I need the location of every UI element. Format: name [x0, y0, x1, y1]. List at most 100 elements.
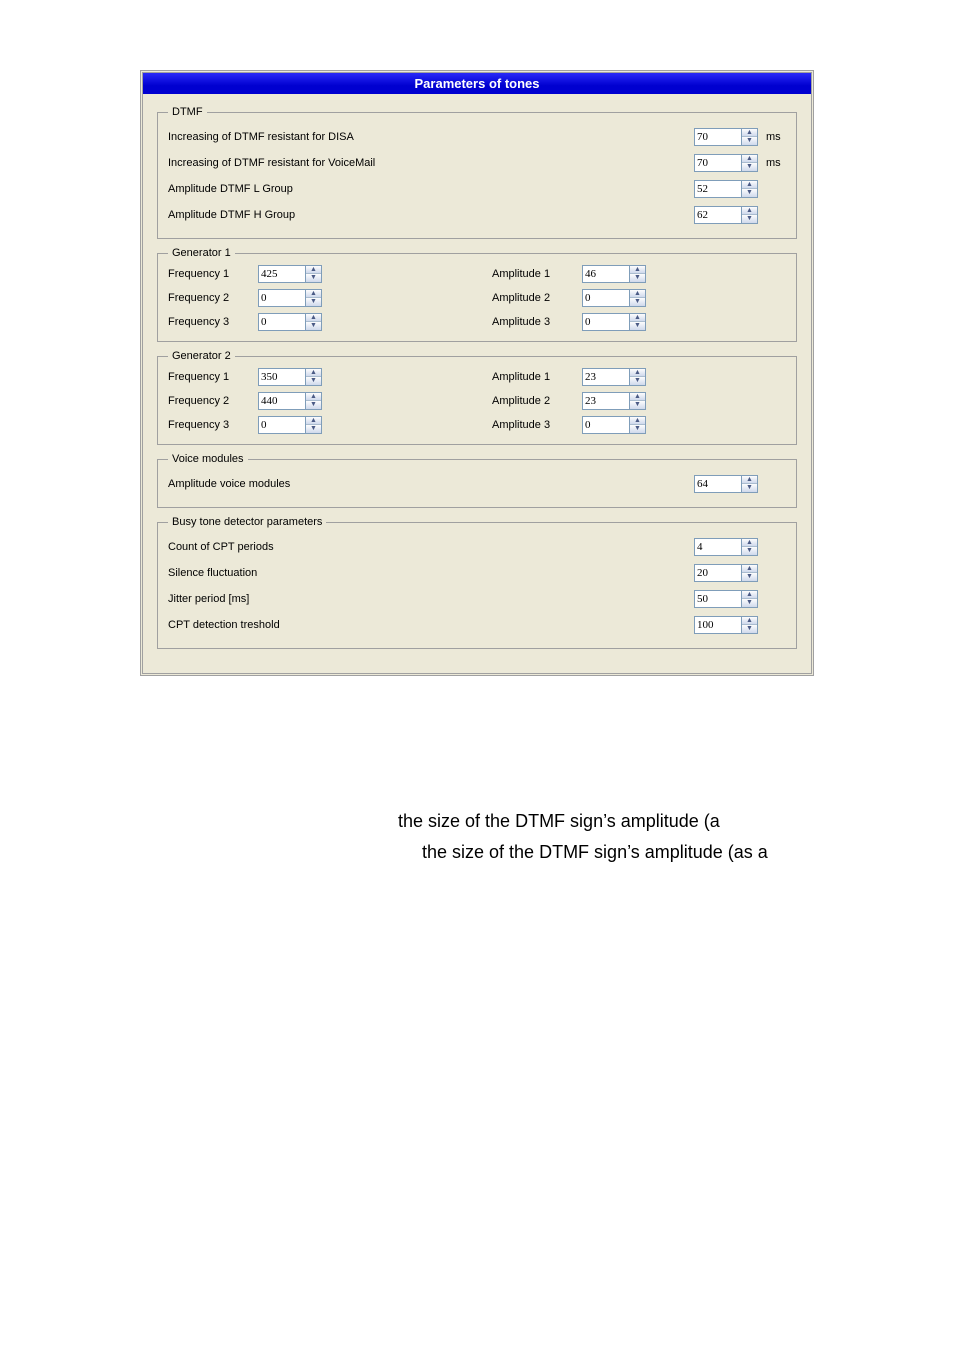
dtmf-vm-input[interactable]	[694, 154, 742, 172]
busy-silence-label: Silence fluctuation	[168, 567, 257, 579]
dtmf-h-down[interactable]: ▼	[742, 215, 757, 223]
dtmf-h-input[interactable]	[694, 206, 742, 224]
voice-group: Voice modules Amplitude voice modules ▲▼	[157, 453, 797, 508]
gen2-a3-label: Amplitude 3	[492, 419, 582, 431]
busy-cpt-label: Count of CPT periods	[168, 541, 274, 553]
gen2-a3-down[interactable]: ▼	[630, 425, 645, 433]
gen1-f3-down[interactable]: ▼	[306, 322, 321, 330]
gen2-legend: Generator 2	[168, 350, 235, 362]
gen1-f3-label: Frequency 3	[168, 316, 258, 328]
busy-thresh-input[interactable]	[694, 616, 742, 634]
gen2-a1-input[interactable]	[582, 368, 630, 386]
gen2-f3-label: Frequency 3	[168, 419, 258, 431]
busy-silence-down[interactable]: ▼	[742, 573, 757, 581]
gen2-f2-down[interactable]: ▼	[306, 401, 321, 409]
voice-legend: Voice modules	[168, 453, 248, 465]
busy-cpt-up[interactable]: ▲	[742, 539, 757, 547]
gen2-a1-down[interactable]: ▼	[630, 377, 645, 385]
gen1-a2-label: Amplitude 2	[492, 292, 582, 304]
gen2-f2-up[interactable]: ▲	[306, 393, 321, 401]
dtmf-vm-label: Increasing of DTMF resistant for VoiceMa…	[168, 157, 375, 169]
gen2-f3-input[interactable]	[258, 416, 306, 434]
dtmf-disa-up[interactable]: ▲	[742, 129, 757, 137]
gen2-a3-up[interactable]: ▲	[630, 417, 645, 425]
gen1-a1-up[interactable]: ▲	[630, 266, 645, 274]
gen2-f1-up[interactable]: ▲	[306, 369, 321, 377]
gen2-a2-input[interactable]	[582, 392, 630, 410]
gen2-f2-label: Frequency 2	[168, 395, 258, 407]
gen1-f2-down[interactable]: ▼	[306, 298, 321, 306]
gen1-f1-input[interactable]	[258, 265, 306, 283]
dtmf-h-label: Amplitude DTMF H Group	[168, 209, 295, 221]
dtmf-disa-down[interactable]: ▼	[742, 137, 757, 145]
gen2-a1-up[interactable]: ▲	[630, 369, 645, 377]
busy-cpt-down[interactable]: ▼	[742, 547, 757, 555]
busy-legend: Busy tone detector parameters	[168, 516, 326, 528]
busy-silence-up[interactable]: ▲	[742, 565, 757, 573]
busy-jitter-up[interactable]: ▲	[742, 591, 757, 599]
gen2-f1-down[interactable]: ▼	[306, 377, 321, 385]
dtmf-l-up[interactable]: ▲	[742, 181, 757, 189]
busy-cpt-input[interactable]	[694, 538, 742, 556]
gen1-legend: Generator 1	[168, 247, 235, 259]
busy-jitter-input[interactable]	[694, 590, 742, 608]
gen1-group: Generator 1 Frequency 1 ▲▼ Amplitude 1 ▲…	[157, 247, 797, 342]
voice-input[interactable]	[694, 475, 742, 493]
gen1-a3-input[interactable]	[582, 313, 630, 331]
gen1-a3-up[interactable]: ▲	[630, 314, 645, 322]
gen2-f1-label: Frequency 1	[168, 371, 258, 383]
doc-line-2: the size of the DTMF sign’s amplitude (a…	[398, 837, 814, 868]
busy-thresh-up[interactable]: ▲	[742, 617, 757, 625]
gen2-a2-label: Amplitude 2	[492, 395, 582, 407]
dtmf-vm-up[interactable]: ▲	[742, 155, 757, 163]
busy-jitter-label: Jitter period [ms]	[168, 593, 249, 605]
dtmf-legend: DTMF	[168, 106, 207, 118]
gen1-f1-down[interactable]: ▼	[306, 274, 321, 282]
busy-silence-input[interactable]	[694, 564, 742, 582]
dtmf-l-label: Amplitude DTMF L Group	[168, 183, 293, 195]
gen1-f3-up[interactable]: ▲	[306, 314, 321, 322]
dtmf-vm-unit: ms	[766, 157, 786, 169]
dtmf-disa-label: Increasing of DTMF resistant for DISA	[168, 131, 354, 143]
dtmf-group: DTMF Increasing of DTMF resistant for DI…	[157, 106, 797, 239]
gen1-a1-label: Amplitude 1	[492, 268, 582, 280]
gen2-a3-input[interactable]	[582, 416, 630, 434]
busy-jitter-down[interactable]: ▼	[742, 599, 757, 607]
gen1-f1-label: Frequency 1	[168, 268, 258, 280]
busy-thresh-down[interactable]: ▼	[742, 625, 757, 633]
gen1-f1-up[interactable]: ▲	[306, 266, 321, 274]
gen1-a2-input[interactable]	[582, 289, 630, 307]
gen2-f1-input[interactable]	[258, 368, 306, 386]
gen1-f3-input[interactable]	[258, 313, 306, 331]
voice-down[interactable]: ▼	[742, 484, 757, 492]
gen1-a1-down[interactable]: ▼	[630, 274, 645, 282]
dtmf-vm-down[interactable]: ▼	[742, 163, 757, 171]
busy-thresh-label: CPT detection treshold	[168, 619, 280, 631]
voice-up[interactable]: ▲	[742, 476, 757, 484]
gen1-f2-input[interactable]	[258, 289, 306, 307]
gen2-f3-down[interactable]: ▼	[306, 425, 321, 433]
gen1-f2-label: Frequency 2	[168, 292, 258, 304]
doc-line-1: the size of the DTMF sign’s amplitude (a	[398, 806, 814, 837]
dtmf-l-down[interactable]: ▼	[742, 189, 757, 197]
gen1-a3-down[interactable]: ▼	[630, 322, 645, 330]
gen2-f2-input[interactable]	[258, 392, 306, 410]
gen2-a2-down[interactable]: ▼	[630, 401, 645, 409]
gen1-a2-down[interactable]: ▼	[630, 298, 645, 306]
voice-label: Amplitude voice modules	[168, 478, 290, 490]
dtmf-l-input[interactable]	[694, 180, 742, 198]
gen1-a1-input[interactable]	[582, 265, 630, 283]
panel-title: Parameters of tones	[143, 73, 811, 94]
gen2-group: Generator 2 Frequency 1 ▲▼ Amplitude 1 ▲…	[157, 350, 797, 445]
dtmf-disa-unit: ms	[766, 131, 786, 143]
parameters-panel: Parameters of tones DTMF Increasing of D…	[140, 70, 814, 676]
busy-group: Busy tone detector parameters Count of C…	[157, 516, 797, 649]
gen2-a2-up[interactable]: ▲	[630, 393, 645, 401]
gen1-a2-up[interactable]: ▲	[630, 290, 645, 298]
gen2-a1-label: Amplitude 1	[492, 371, 582, 383]
gen1-f2-up[interactable]: ▲	[306, 290, 321, 298]
gen1-a3-label: Amplitude 3	[492, 316, 582, 328]
dtmf-disa-input[interactable]	[694, 128, 742, 146]
dtmf-h-up[interactable]: ▲	[742, 207, 757, 215]
gen2-f3-up[interactable]: ▲	[306, 417, 321, 425]
